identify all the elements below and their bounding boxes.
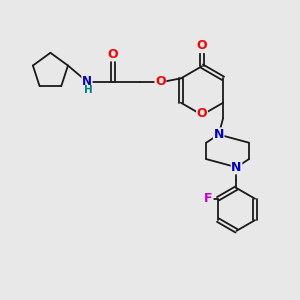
Text: F: F [204,192,213,205]
Text: O: O [197,40,207,52]
Text: N: N [82,75,92,88]
Text: H: H [84,85,93,95]
Text: N: N [214,128,224,141]
Text: O: O [197,107,207,120]
Text: O: O [107,48,118,61]
Text: N: N [231,161,242,174]
Text: O: O [155,75,166,88]
